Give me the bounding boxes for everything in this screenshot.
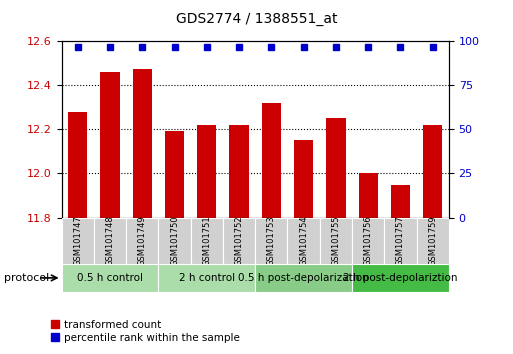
- Bar: [126, 218, 159, 264]
- Bar: [68, 112, 87, 218]
- Text: GSM101756: GSM101756: [364, 215, 372, 266]
- Bar: [384, 218, 417, 264]
- Bar: [262, 103, 281, 218]
- Bar: [391, 184, 410, 218]
- Bar: [255, 264, 352, 292]
- Text: GSM101748: GSM101748: [106, 215, 114, 266]
- Text: GDS2774 / 1388551_at: GDS2774 / 1388551_at: [176, 12, 337, 27]
- Text: GSM101749: GSM101749: [138, 215, 147, 266]
- Bar: [94, 218, 126, 264]
- Bar: [352, 218, 384, 264]
- Bar: [191, 218, 223, 264]
- Text: GSM101759: GSM101759: [428, 215, 437, 266]
- Bar: [423, 125, 442, 218]
- Bar: [359, 173, 378, 218]
- Text: 0.5 h post-depolarization: 0.5 h post-depolarization: [238, 273, 369, 283]
- Text: GSM101750: GSM101750: [170, 215, 179, 266]
- Text: protocol: protocol: [4, 273, 49, 283]
- Legend: transformed count, percentile rank within the sample: transformed count, percentile rank withi…: [46, 315, 244, 347]
- Bar: [255, 218, 287, 264]
- Text: GSM101754: GSM101754: [299, 215, 308, 266]
- Bar: [159, 264, 255, 292]
- Bar: [197, 125, 216, 218]
- Text: GSM101753: GSM101753: [267, 215, 276, 266]
- Bar: [159, 218, 191, 264]
- Bar: [326, 118, 346, 218]
- Text: GSM101747: GSM101747: [73, 215, 82, 266]
- Text: GSM101757: GSM101757: [396, 215, 405, 266]
- Text: GSM101751: GSM101751: [202, 215, 211, 266]
- Bar: [287, 218, 320, 264]
- Text: 2 h control: 2 h control: [179, 273, 235, 283]
- Bar: [165, 131, 184, 218]
- Text: 0.5 h control: 0.5 h control: [77, 273, 143, 283]
- Bar: [62, 264, 159, 292]
- Bar: [417, 218, 449, 264]
- Text: 2 h post-depolariztion: 2 h post-depolariztion: [343, 273, 458, 283]
- Text: GSM101752: GSM101752: [234, 215, 244, 266]
- Text: GSM101755: GSM101755: [331, 215, 341, 266]
- Bar: [62, 218, 94, 264]
- Bar: [352, 264, 449, 292]
- Bar: [229, 125, 249, 218]
- Bar: [320, 218, 352, 264]
- Bar: [294, 140, 313, 218]
- Bar: [223, 218, 255, 264]
- Bar: [132, 69, 152, 218]
- Bar: [100, 72, 120, 218]
